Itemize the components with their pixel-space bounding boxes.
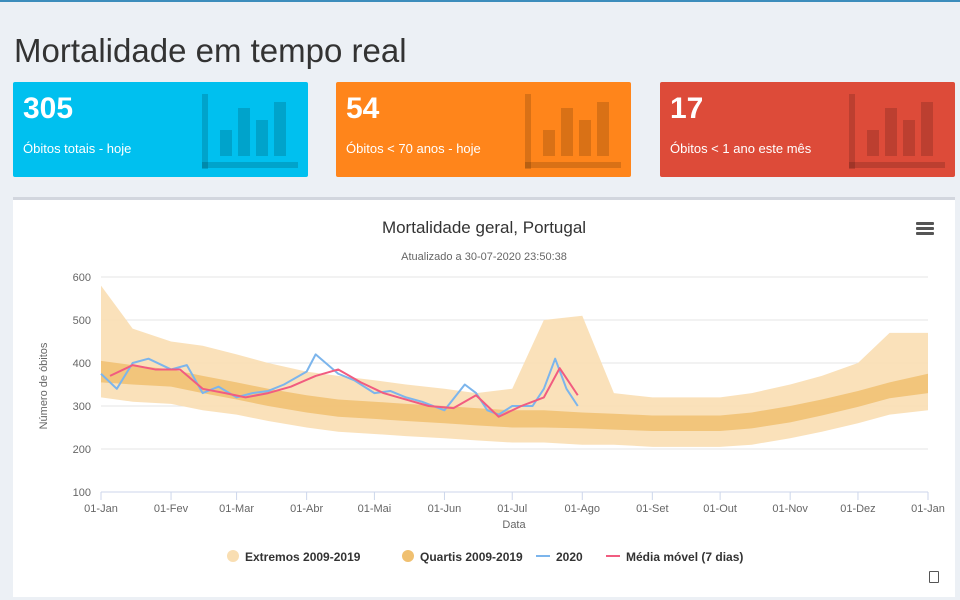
stat-value: 54 xyxy=(346,92,380,125)
series-2020-line xyxy=(100,353,579,416)
x-tick-label: 01-Set xyxy=(636,503,668,515)
moving-average-line xyxy=(109,364,579,418)
stat-value: 305 xyxy=(23,92,74,125)
legend-item-quartiles[interactable]: Quartis 2009-2019 xyxy=(402,550,523,564)
x-tick-label: 01-Mar xyxy=(219,503,254,515)
quartiles-band xyxy=(101,360,928,431)
x-tick-label: 01-Abr xyxy=(290,503,323,515)
x-tick-label: 01-Jan xyxy=(911,503,945,515)
x-tick-label: 01-Nov xyxy=(772,503,808,515)
x-tick-label: 01-Ago xyxy=(565,503,600,515)
mortality-chart: Mortalidade geral, Portugal Atualizado a… xyxy=(38,218,945,564)
bar-chart-icon xyxy=(849,94,945,169)
stat-box-total: 305 Óbitos totais - hoje xyxy=(13,82,308,177)
y-tick-label: 600 xyxy=(73,272,91,284)
y-axis-title: Número de óbitos xyxy=(38,342,50,429)
x-tick-label: 01-Dez xyxy=(840,503,875,515)
svg-text:2020: 2020 xyxy=(556,550,583,564)
legend-item-moving-average[interactable]: Média móvel (7 dias) xyxy=(606,550,743,564)
chart-card: Mortalidade geral, Portugal Atualizado a… xyxy=(13,197,955,597)
svg-text:Quartis 2009-2019: Quartis 2009-2019 xyxy=(420,550,523,564)
bar-chart-icon xyxy=(525,94,621,169)
chart-subtitle: Atualizado a 30-07-2020 23:50:38 xyxy=(401,251,567,263)
stat-label: Óbitos < 70 anos - hoje xyxy=(346,141,481,156)
x-axis-title: Data xyxy=(502,519,526,531)
stat-label: Óbitos < 1 ano este mês xyxy=(670,141,812,156)
y-tick-label: 200 xyxy=(73,444,91,456)
bar-chart-icon xyxy=(202,94,298,169)
y-tick-label: 400 xyxy=(73,358,91,370)
x-tick-label: 01-Jul xyxy=(497,503,527,515)
svg-text:Extremos 2009-2019: Extremos 2009-2019 xyxy=(245,550,361,564)
page-title: Mortalidade em tempo real xyxy=(14,32,407,69)
x-tick-label: 01-Fev xyxy=(154,503,189,515)
x-tick-label: 01-Mai xyxy=(358,503,392,515)
svg-text:Média móvel (7 dias): Média móvel (7 dias) xyxy=(626,550,743,564)
x-tick-label: 01-Out xyxy=(703,503,737,515)
y-tick-label: 500 xyxy=(73,315,91,327)
chart-menu-button[interactable] xyxy=(916,222,934,237)
y-tick-label: 300 xyxy=(73,401,91,413)
y-tick-label: 100 xyxy=(73,487,91,499)
legend-item-extremes[interactable]: Extremos 2009-2019 xyxy=(227,550,361,564)
x-tick-label: 01-Jan xyxy=(84,503,118,515)
copy-icon[interactable] xyxy=(929,571,939,583)
stat-value: 17 xyxy=(670,92,704,125)
stat-box-under-70: 54 Óbitos < 70 anos - hoje xyxy=(336,82,631,177)
x-tick-label: 01-Jun xyxy=(428,503,462,515)
stat-label: Óbitos totais - hoje xyxy=(23,141,132,156)
chart-title: Mortalidade geral, Portugal xyxy=(382,218,586,237)
stat-box-under-1: 17 Óbitos < 1 ano este mês xyxy=(660,82,955,177)
legend-item-2020[interactable]: 2020 xyxy=(536,550,583,564)
